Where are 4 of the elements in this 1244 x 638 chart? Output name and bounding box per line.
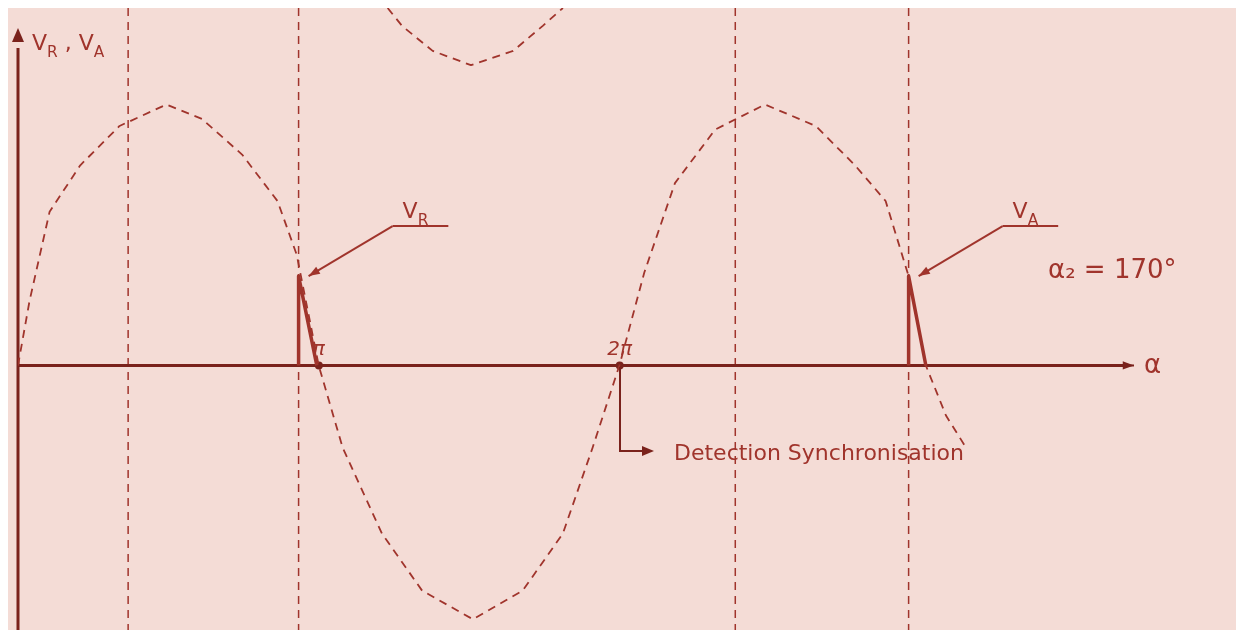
x-axis-title: α [1144,349,1162,380]
x-tick-label: 2π [607,336,634,361]
annotation: Detection Synchronisation [674,440,964,465]
annotation: α₂ = 170° [1048,254,1177,284]
